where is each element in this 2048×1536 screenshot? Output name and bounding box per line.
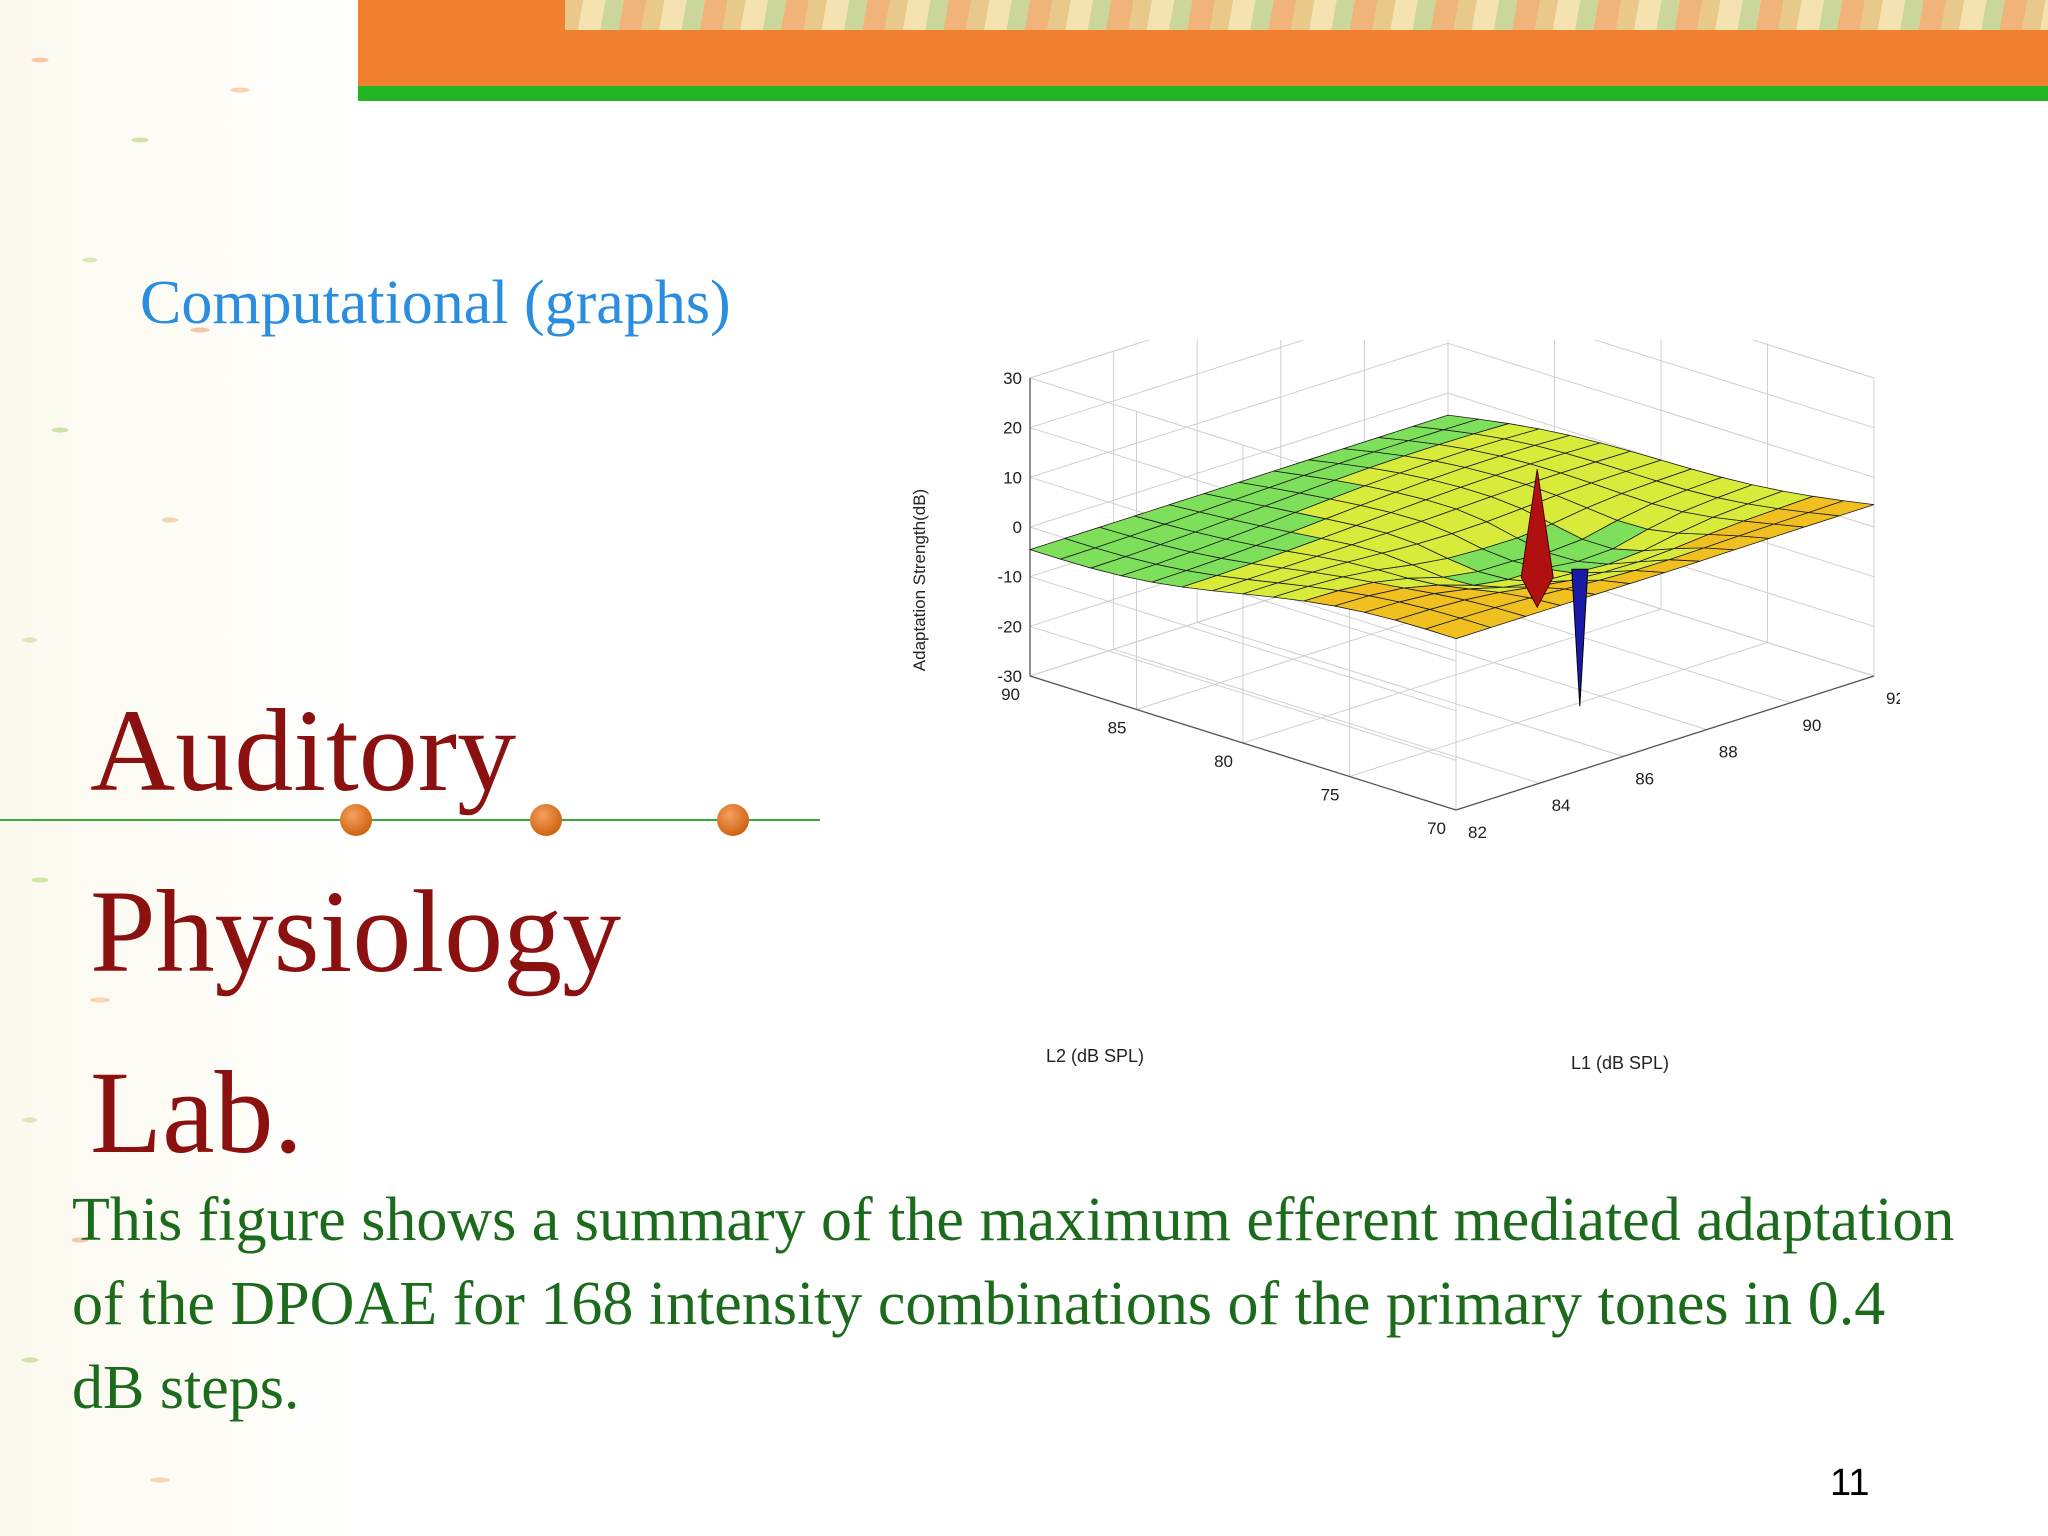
slide-caption: This figure shows a summary of the maxim…: [72, 1186, 1955, 1422]
side-wall-gridline: [1447, 342, 1875, 478]
x-tick-label: 90: [1001, 685, 1020, 704]
header-green-bar: [358, 86, 2048, 101]
chart-z-axis-label: Adaptation Strength(dB): [910, 489, 929, 671]
header-floral-pattern: [565, 0, 2048, 30]
lab-title: Auditory Physiology Lab.: [90, 660, 621, 1203]
x-tick-label: 75: [1321, 786, 1340, 805]
left-wall-gridline: [1029, 576, 1457, 712]
z-tick-label: 0: [1013, 518, 1022, 537]
divider-dot-3: [717, 804, 749, 836]
decorative-left-strip: [0, 0, 360, 1536]
x-tick-label: 80: [1214, 752, 1233, 771]
lab-title-line-2: Physiology: [90, 866, 622, 997]
z-tick-label: 20: [1003, 419, 1022, 438]
back-wall-gridline: [1029, 342, 1449, 478]
chart-y-axis-label: L1 (dB SPL): [1571, 1053, 1669, 1073]
z-tick-label: 10: [1003, 468, 1022, 487]
side-wall-gridline: [1593, 340, 1875, 429]
back-wall-gridline: [1029, 340, 1306, 429]
floor-gridline: [1113, 648, 1540, 784]
y-axis-line: [1455, 675, 1875, 811]
title-divider-line: [0, 819, 820, 821]
y-tick-label: 90: [1802, 716, 1821, 735]
slide-subtitle: Computational (graphs): [140, 269, 731, 337]
divider-dot-2: [530, 804, 562, 836]
lab-title-line-3: Lab.: [90, 1047, 303, 1178]
x-tick-label: 85: [1108, 719, 1127, 738]
chart-x-axis-label: L2 (dB SPL): [1046, 1046, 1144, 1066]
left-wall-gridline: [1029, 625, 1457, 761]
back-wall-gridline: [1029, 340, 1151, 379]
side-wall-gridline: [1751, 340, 1875, 379]
chart-trough-spike: [1571, 568, 1589, 707]
floor-gridline: [1242, 608, 1662, 744]
back-wall-gridline: [1029, 392, 1449, 528]
z-tick-label: -10: [997, 568, 1022, 587]
chart-surface: [1028, 414, 1875, 640]
page-number: 11: [1830, 1462, 1870, 1504]
floor-gridline: [1280, 595, 1707, 731]
z-tick-label: -30: [997, 667, 1022, 686]
z-tick-label: 30: [1003, 369, 1022, 388]
chart-spikes: [1520, 469, 1589, 707]
z-tick-label: -20: [997, 617, 1022, 636]
lab-title-line-1: Auditory: [90, 685, 517, 816]
floor-gridline: [1349, 642, 1768, 777]
x-axis-line: [1029, 675, 1457, 811]
x-tick-label: 70: [1427, 819, 1446, 838]
surface-facet: [1808, 500, 1875, 517]
chart-peak-spike: [1520, 469, 1554, 609]
y-tick-label: 82: [1468, 823, 1487, 842]
floor-gridline: [1197, 621, 1624, 757]
divider-dot-1: [340, 804, 372, 836]
y-tick-label: 86: [1635, 769, 1654, 788]
y-tick-label: 88: [1719, 743, 1738, 762]
y-tick-label: 92: [1886, 689, 1900, 708]
y-tick-label: 84: [1552, 796, 1571, 815]
